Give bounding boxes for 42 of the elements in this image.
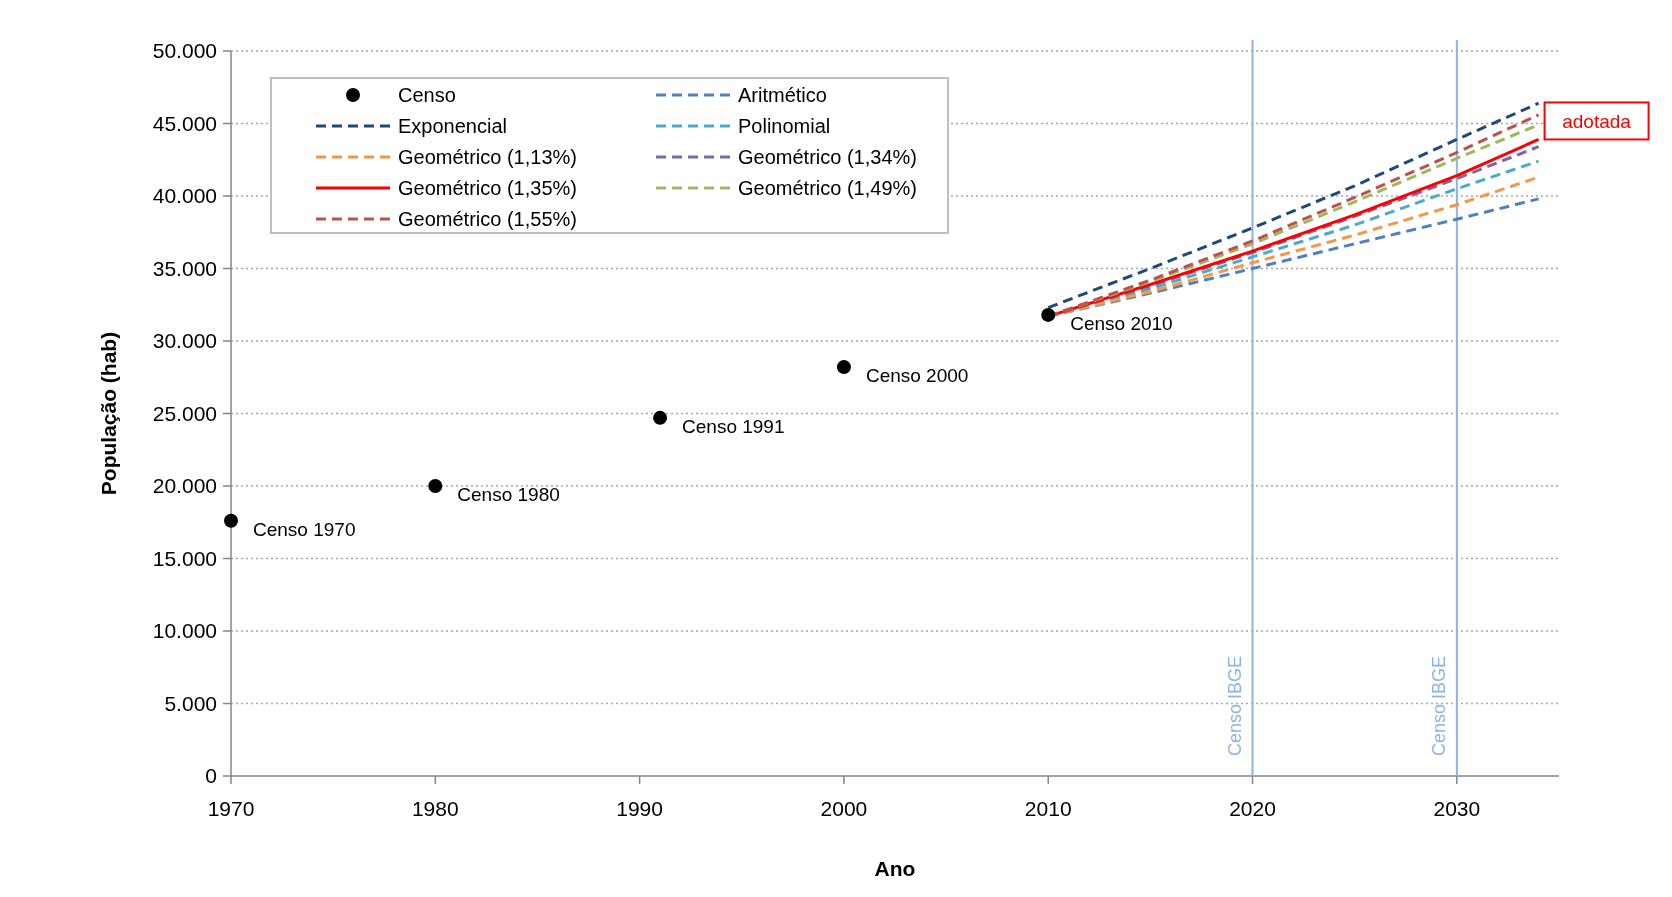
annotation: Censo 2000	[865, 365, 969, 387]
y-tick-label: 30.000	[152, 329, 217, 352]
y-tick-label: 20.000	[152, 474, 217, 497]
annotation: Censo 2010	[1070, 312, 1173, 334]
x-tick-label: 2000	[820, 797, 868, 820]
annotation: Censo 1991	[682, 415, 785, 437]
y-tick-label: 35.000	[152, 256, 217, 280]
point	[428, 479, 443, 493]
y-tick-label: 45.000	[152, 111, 217, 135]
y-tick-label: 0	[205, 764, 217, 787]
legend-label: Geométrico (1,34%)	[738, 146, 917, 168]
y-axis-title: População (hab)	[97, 331, 120, 496]
y-tick-label: 5.000	[164, 691, 217, 715]
ref-line-label: Censo IBGE	[1224, 655, 1245, 756]
legend-label: Polinomial	[738, 115, 831, 137]
y-tick-label: 50.000	[152, 39, 217, 62]
annotation: Censo 1970	[253, 518, 356, 540]
y-tick-label: 40.000	[152, 184, 217, 207]
legend-label: Exponencial	[398, 115, 507, 137]
point	[653, 410, 668, 425]
point	[224, 513, 238, 528]
y-tick-label: 10.000	[152, 619, 217, 642]
x-tick-label: 1980	[411, 797, 459, 820]
y-tick-label: 25.000	[152, 401, 217, 425]
x-tick-label: 2010	[1024, 797, 1072, 820]
x-tick-label: 2020	[1229, 797, 1276, 820]
legend-label: Geométrico (1,55%)	[398, 208, 577, 230]
point	[836, 360, 851, 375]
x-tick-label: 1990	[616, 797, 663, 820]
legend-label: Censo	[398, 84, 456, 106]
ref-line-label: Censo IBGE	[1428, 655, 1449, 756]
x-tick-label: 1970	[207, 797, 255, 820]
legend-label: Geométrico (1,49%)	[738, 177, 917, 199]
x-axis-title: Ano	[874, 857, 916, 880]
x-tick-label: 2030	[1433, 797, 1481, 820]
y-tick-label: 15.000	[152, 546, 217, 570]
legend-label: Geométrico (1,35%)	[398, 177, 577, 199]
legend-label: Geométrico (1,13%)	[398, 146, 577, 168]
legend-label: Aritmético	[738, 84, 827, 106]
point	[1041, 307, 1056, 322]
annotation: adotada	[1562, 111, 1632, 133]
annotation: Censo 1980	[457, 484, 560, 505]
